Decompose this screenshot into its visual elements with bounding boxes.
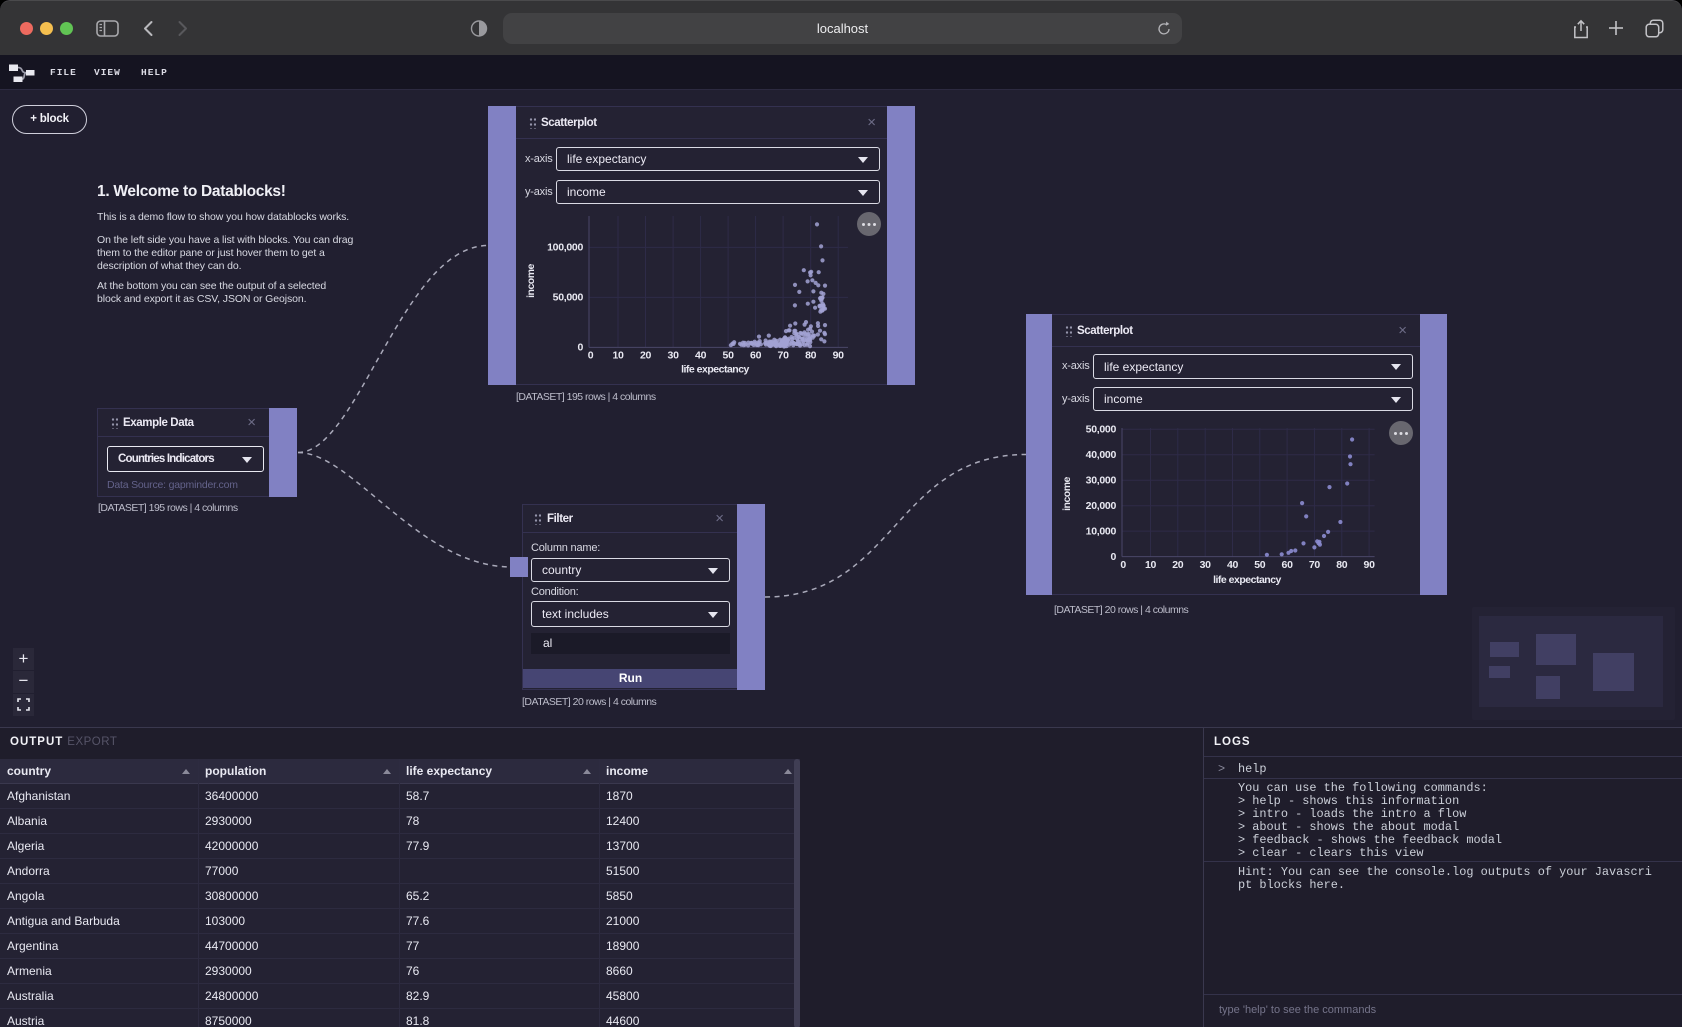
svg-text:20: 20 [640, 350, 652, 362]
svg-text:40: 40 [1227, 559, 1239, 571]
svg-text:100,000: 100,000 [547, 241, 583, 253]
svg-text:40: 40 [695, 350, 707, 362]
svg-text:50: 50 [1254, 559, 1266, 571]
svg-text:90: 90 [1364, 559, 1376, 571]
svg-text:50: 50 [723, 350, 735, 362]
svg-text:30,000: 30,000 [1086, 474, 1117, 486]
svg-text:80: 80 [805, 350, 817, 362]
svg-text:30: 30 [668, 350, 680, 362]
svg-text:70: 70 [1309, 559, 1321, 571]
svg-text:10,000: 10,000 [1086, 525, 1117, 537]
svg-text:10: 10 [1145, 559, 1157, 571]
svg-text:30: 30 [1200, 559, 1212, 571]
svg-text:0: 0 [1110, 551, 1116, 563]
svg-text:50,000: 50,000 [553, 291, 584, 303]
svg-text:income: income [525, 263, 537, 297]
svg-text:0: 0 [577, 341, 583, 353]
svg-text:10: 10 [612, 350, 624, 362]
svg-text:60: 60 [1282, 559, 1294, 571]
svg-text:40,000: 40,000 [1086, 449, 1117, 461]
svg-text:50,000: 50,000 [1086, 424, 1117, 436]
svg-text:80: 80 [1336, 559, 1348, 571]
svg-text:20,000: 20,000 [1086, 500, 1117, 512]
svg-text:70: 70 [778, 350, 790, 362]
svg-text:90: 90 [833, 350, 845, 362]
svg-text:60: 60 [750, 350, 762, 362]
svg-text:income: income [1061, 476, 1073, 510]
svg-text:20: 20 [1172, 559, 1184, 571]
svg-text:0: 0 [588, 350, 594, 362]
svg-text:life expectancy: life expectancy [681, 364, 749, 376]
svg-text:life expectancy: life expectancy [1213, 574, 1281, 586]
svg-text:0: 0 [1120, 559, 1126, 571]
